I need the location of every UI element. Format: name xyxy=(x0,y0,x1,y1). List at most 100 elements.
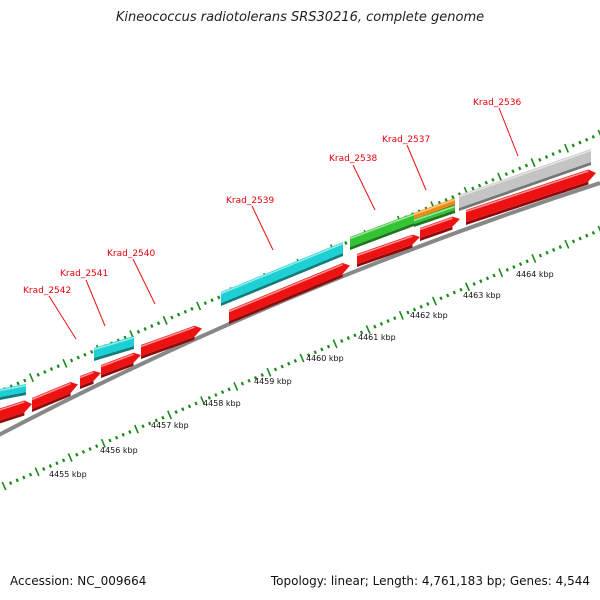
lower-track-major-tick xyxy=(498,268,504,278)
upper-track-minor-tick xyxy=(591,134,595,139)
lower-track-minor-tick xyxy=(386,319,390,323)
upper-track-minor-tick xyxy=(344,241,348,245)
upper-track-minor-tick xyxy=(444,198,448,202)
lower-track-minor-tick xyxy=(472,282,476,286)
feature-gray-1[interactable] xyxy=(458,149,592,211)
lower-track-minor-tick xyxy=(174,410,178,414)
lower-track-minor-tick xyxy=(154,418,158,423)
upper-track-minor-tick xyxy=(571,143,575,148)
feature-green-1[interactable] xyxy=(349,213,415,250)
lower-track-minor-tick xyxy=(439,296,443,301)
upper-track-minor-tick xyxy=(551,152,555,156)
lower-track-minor-tick xyxy=(181,407,185,412)
map-title: Kineococcus radiotolerans SRS30216, comp… xyxy=(115,10,485,25)
leader-line xyxy=(48,295,77,340)
lower-track-minor-tick xyxy=(313,350,317,355)
cds-red-9[interactable] xyxy=(465,169,596,225)
gene-label[interactable]: Krad_2537 xyxy=(382,135,430,145)
upper-track-minor-tick xyxy=(578,140,582,145)
cds-red-1[interactable] xyxy=(0,400,32,425)
kbp-labels: 4455 kbp 4456 kbp 4457 kbp 4458 kbp 4459 kbp… xyxy=(49,270,554,479)
gene-label[interactable]: Krad_2538 xyxy=(329,154,378,164)
lower-track-minor-tick xyxy=(538,253,543,258)
lower-track-minor-tick xyxy=(253,375,258,380)
lower-track-minor-tick xyxy=(260,373,264,377)
cds-red-4[interactable] xyxy=(100,352,141,378)
cds-red-8[interactable] xyxy=(419,216,460,241)
upper-track-minor-tick xyxy=(23,378,27,383)
upper-track-minor-tick xyxy=(451,195,455,199)
lower-track-minor-tick xyxy=(485,276,490,281)
lower-track-minor-tick xyxy=(293,358,298,363)
lower-track-major-tick xyxy=(266,367,272,377)
upper-track-major-tick xyxy=(162,315,168,325)
lower-track-minor-tick xyxy=(393,316,397,321)
backbone-line xyxy=(0,181,600,437)
lower-track-minor-tick xyxy=(48,464,53,469)
upper-track-minor-tick xyxy=(56,364,60,369)
lower-track-minor-tick xyxy=(273,367,278,372)
lower-track-major-tick xyxy=(100,438,106,448)
feature-green-2[interactable] xyxy=(413,205,456,227)
kbp-label: 4462 kbp xyxy=(410,311,448,320)
cds-red-2[interactable] xyxy=(31,382,78,412)
lower-track-minor-tick xyxy=(353,333,357,338)
upper-track-minor-tick xyxy=(89,349,94,354)
upper-track-minor-tick xyxy=(471,186,475,191)
lower-track-minor-tick xyxy=(412,307,417,312)
upper-track-major-tick xyxy=(597,129,600,136)
leader-line xyxy=(251,205,274,251)
lower-track-minor-tick xyxy=(95,444,99,449)
feature-cyan-1[interactable] xyxy=(0,384,27,401)
upper-track-minor-tick xyxy=(504,172,509,177)
lower-tick-track xyxy=(1,225,600,491)
lower-track-minor-tick xyxy=(518,262,523,267)
label-leaders xyxy=(48,107,519,340)
upper-track-major-tick xyxy=(497,172,503,182)
lower-track-minor-tick xyxy=(141,424,145,429)
lower-track-minor-tick xyxy=(585,233,589,238)
lower-track-minor-tick xyxy=(306,353,311,358)
lower-track-minor-tick xyxy=(187,404,192,409)
feature-blocks xyxy=(0,149,596,425)
upper-track-minor-tick xyxy=(210,298,214,303)
kbp-label: 4458 kbp xyxy=(203,399,241,408)
kbp-label: 4456 kbp xyxy=(100,446,138,455)
feature-cyan-2[interactable] xyxy=(93,336,135,361)
upper-track-minor-tick xyxy=(190,306,194,311)
cds-red-7[interactable] xyxy=(356,234,420,267)
lower-track-minor-tick xyxy=(88,447,92,451)
cds-red-5[interactable] xyxy=(140,325,202,359)
feature-cyan-3[interactable] xyxy=(220,242,344,306)
gene-label[interactable]: Krad_2539 xyxy=(226,196,275,206)
lower-track-minor-tick xyxy=(379,321,384,326)
cds-red-6[interactable] xyxy=(228,263,350,324)
gene-label[interactable]: Krad_2541 xyxy=(60,269,108,279)
upper-track-minor-tick xyxy=(183,309,187,314)
upper-track-minor-tick xyxy=(511,169,515,174)
cds-red-3[interactable] xyxy=(79,370,101,389)
leader-line xyxy=(132,258,156,305)
upper-track-minor-tick xyxy=(150,324,154,328)
lower-track-major-tick xyxy=(398,310,404,320)
kbp-label: 4463 kbp xyxy=(463,291,501,300)
gene-labels: Krad_2536 Krad_2537 Krad_2538 Krad_2539 Krad… xyxy=(23,98,522,296)
upper-track-minor-tick xyxy=(538,157,542,162)
lower-track-minor-tick xyxy=(28,472,33,477)
lower-track-major-tick xyxy=(233,381,239,391)
kbp-label: 4461 kbp xyxy=(358,333,396,342)
lower-track-minor-tick xyxy=(121,432,125,437)
lower-track-minor-tick xyxy=(8,481,13,486)
gene-label[interactable]: Krad_2540 xyxy=(107,249,156,259)
lower-track-minor-tick xyxy=(128,430,132,434)
upper-track-minor-tick xyxy=(203,301,208,306)
upper-track-minor-tick xyxy=(43,370,47,374)
lower-track-major-tick xyxy=(465,282,471,292)
upper-track-minor-tick xyxy=(76,355,80,360)
upper-track-major-tick xyxy=(28,373,34,383)
gene-label[interactable]: Krad_2536 xyxy=(473,98,522,108)
lower-track-minor-tick xyxy=(426,302,430,306)
gene-label[interactable]: Krad_2542 xyxy=(23,286,71,296)
lower-track-minor-tick xyxy=(406,310,410,315)
upper-track-minor-tick xyxy=(170,315,174,320)
